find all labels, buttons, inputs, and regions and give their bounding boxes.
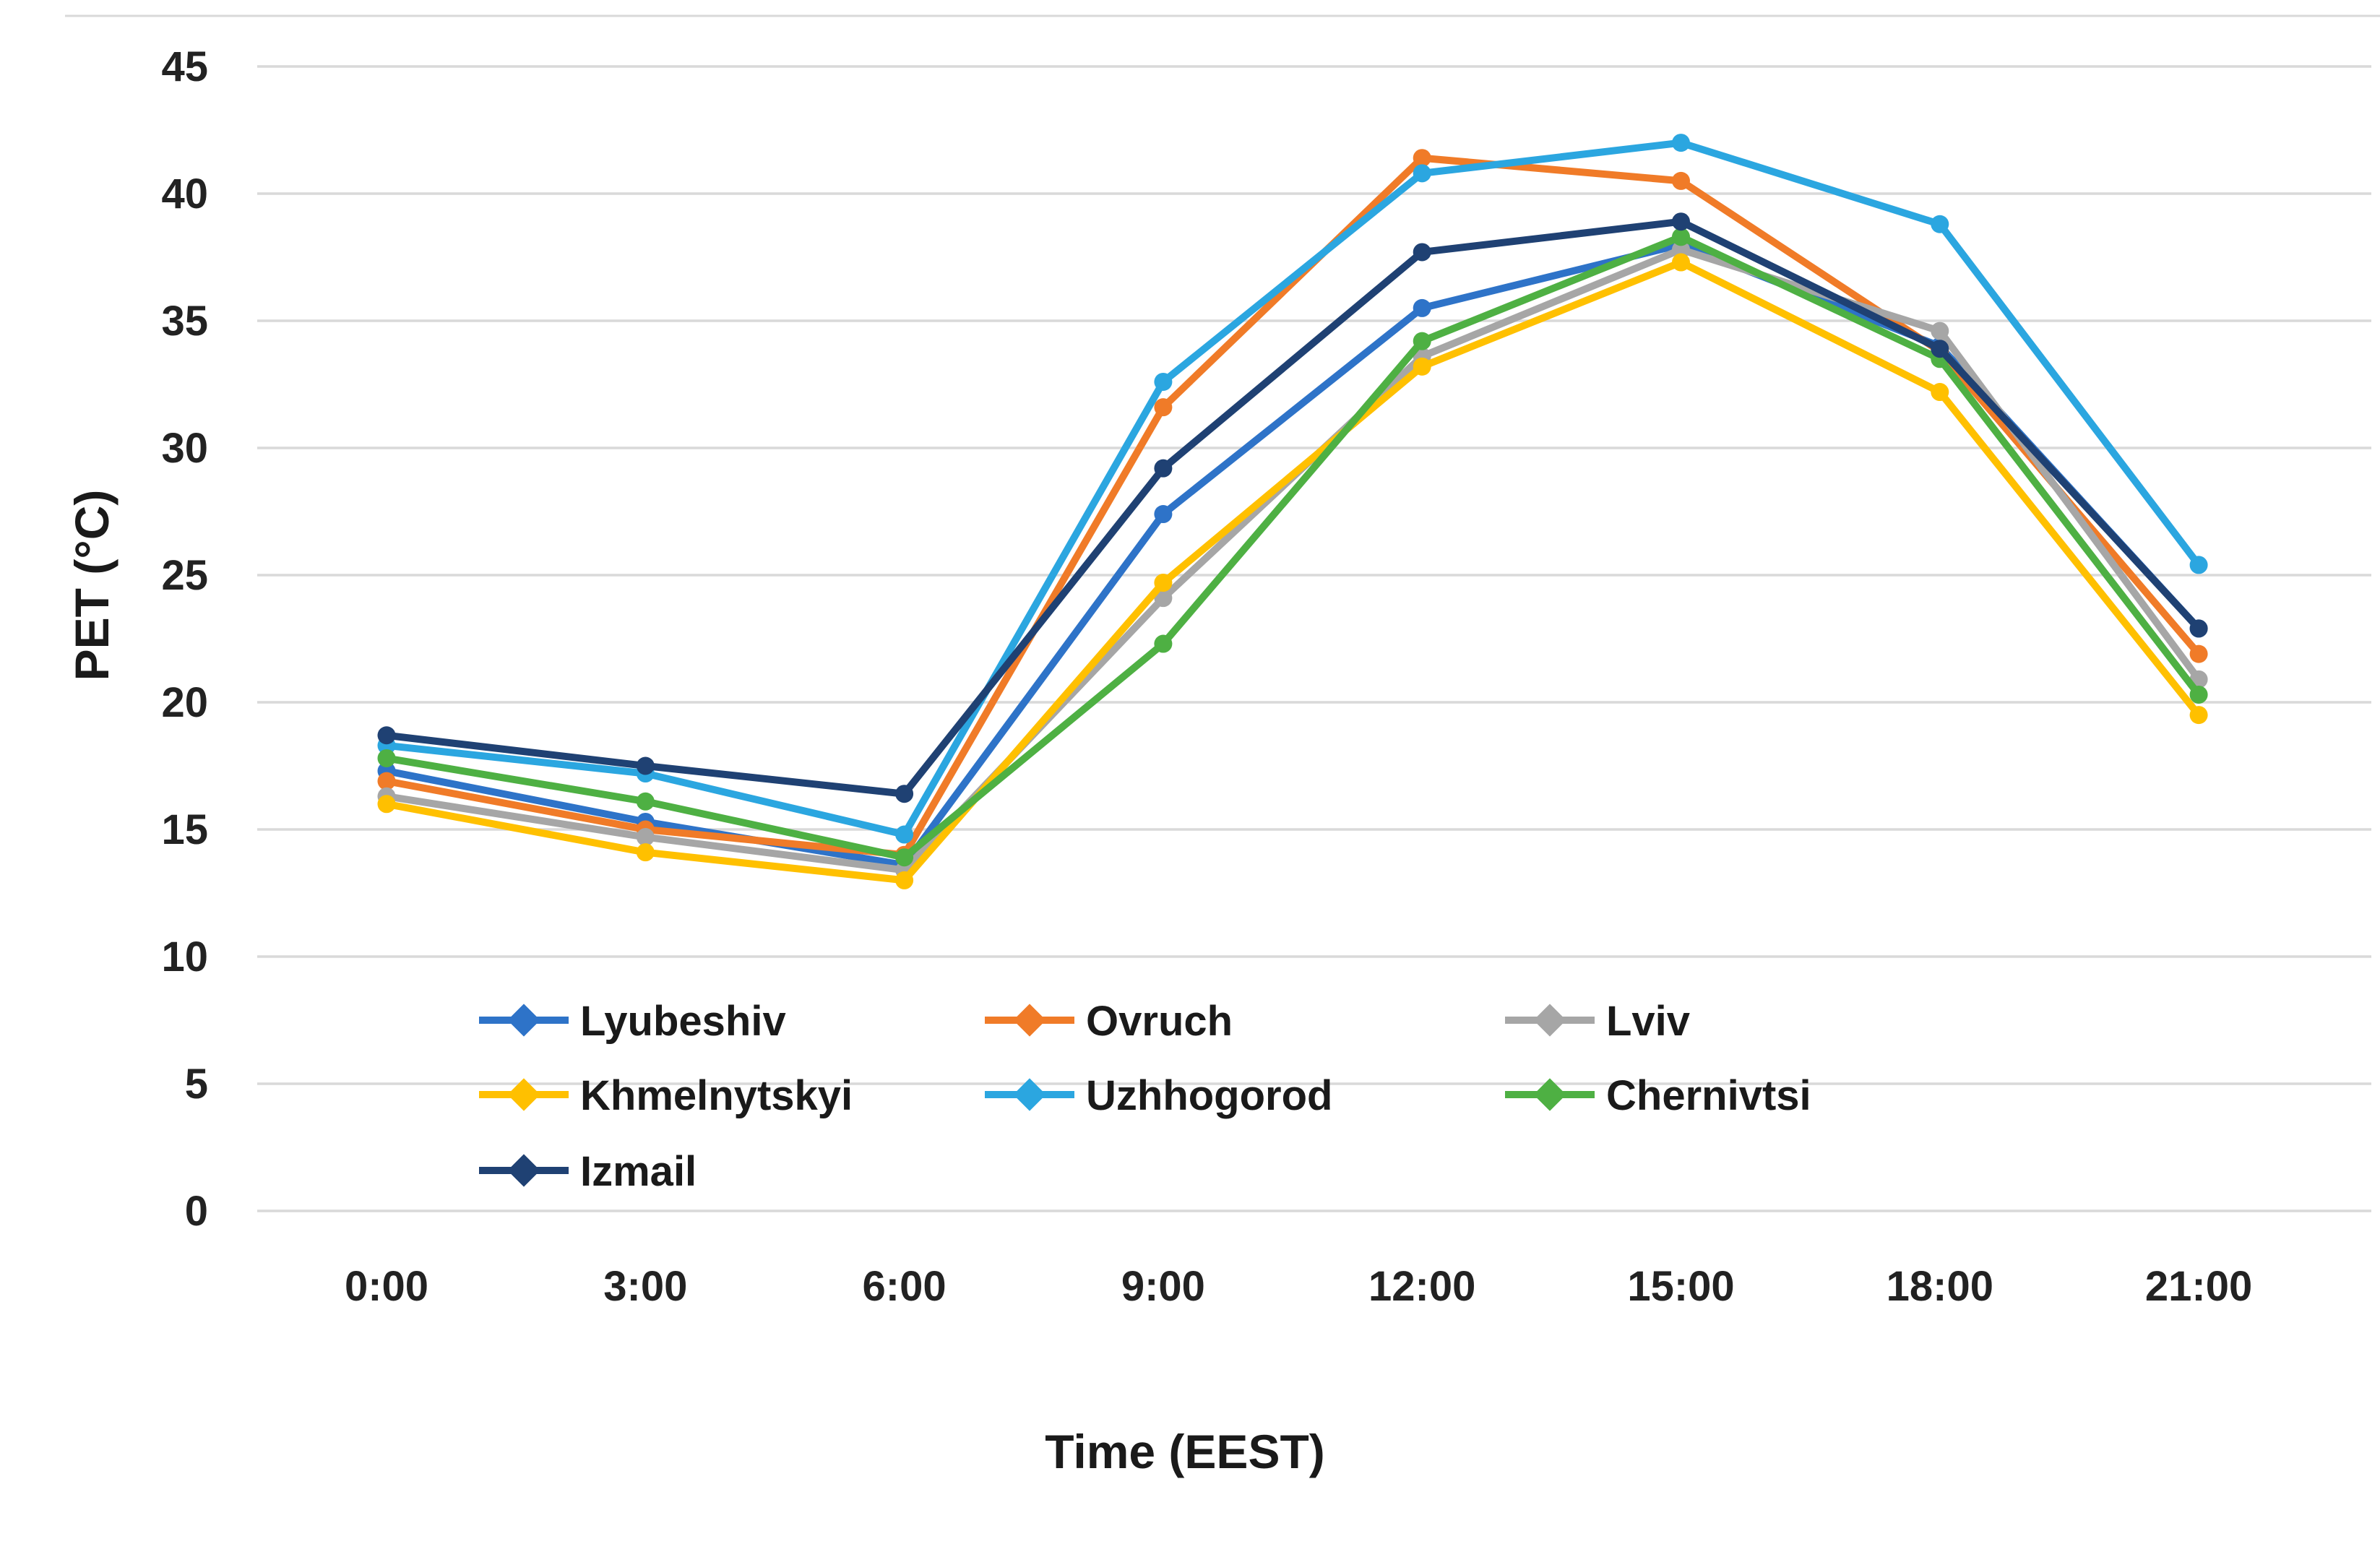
x-tick-0:00: 0:00 xyxy=(345,1263,428,1310)
marker-izmail-18:00 xyxy=(1931,340,1949,358)
series-lines xyxy=(377,134,2208,889)
legend-marker-uzhhogorod xyxy=(1013,1078,1046,1111)
marker-uzhhogorod-21:00 xyxy=(2189,556,2208,574)
marker-ovruch-15:00 xyxy=(1672,171,1690,190)
marker-izmail-9:00 xyxy=(1154,459,1173,478)
x-tick-3:00: 3:00 xyxy=(603,1263,687,1310)
y-tick-labels: 0 5 10 15 20 25 30 35 40 45 xyxy=(161,43,208,1235)
marker-ovruch-21:00 xyxy=(2189,644,2208,663)
legend-label-khmelnytskyi: Khmelnytskyi xyxy=(580,1072,853,1119)
legend-item-lyubeshiv: Lyubeshiv xyxy=(479,998,786,1045)
marker-izmail-3:00 xyxy=(636,756,655,775)
chart-legend: Lyubeshiv Ovruch Lviv Khmelnytskyi Uzhhogoro… xyxy=(479,998,1811,1195)
y-tick-15: 15 xyxy=(161,806,208,853)
legend-item-lviv: Lviv xyxy=(1505,998,1690,1045)
legend-label-izmail: Izmail xyxy=(580,1148,697,1195)
marker-izmail-12:00 xyxy=(1413,243,1431,262)
marker-izmail-21:00 xyxy=(2189,619,2208,638)
legend-item-chernivtsi: Chernivtsi xyxy=(1505,1072,1811,1119)
legend-item-izmail: Izmail xyxy=(479,1148,697,1195)
legend-label-chernivtsi: Chernivtsi xyxy=(1606,1072,1811,1119)
marker-khmelnytskyi-15:00 xyxy=(1672,253,1690,272)
marker-izmail-15:00 xyxy=(1672,212,1690,231)
marker-ovruch-12:00 xyxy=(1413,149,1431,168)
marker-chernivtsi-9:00 xyxy=(1154,634,1173,653)
marker-ovruch-9:00 xyxy=(1154,398,1173,417)
marker-chernivtsi-21:00 xyxy=(2189,685,2208,704)
y-tick-35: 35 xyxy=(161,298,208,345)
marker-uzhhogorod-6:00 xyxy=(895,825,914,844)
y-axis-title: PET (°C) xyxy=(65,490,118,681)
x-axis-title: Time (EEST) xyxy=(1045,1425,1325,1478)
marker-uzhhogorod-18:00 xyxy=(1931,215,1949,233)
y-tick-40: 40 xyxy=(161,171,208,217)
marker-lyubeshiv-9:00 xyxy=(1154,505,1173,524)
series-line-khmelnytskyi xyxy=(383,259,2203,884)
x-tick-labels: 0:00 3:00 6:00 9:00 12:00 15:00 18:00 21:00 xyxy=(345,1263,2252,1310)
y-tick-30: 30 xyxy=(161,425,208,472)
legend-label-uzhhogorod: Uzhhogorod xyxy=(1086,1072,1332,1119)
legend-label-ovruch: Ovruch xyxy=(1086,998,1233,1045)
marker-uzhhogorod-15:00 xyxy=(1672,134,1690,152)
series-chernivtsi xyxy=(377,228,2208,867)
marker-lviv-9:00 xyxy=(1154,589,1173,608)
x-tick-9:00: 9:00 xyxy=(1121,1263,1205,1310)
series-ovruch xyxy=(377,149,2208,864)
gridlines xyxy=(65,14,2380,1212)
series-lviv xyxy=(377,240,2208,879)
marker-khmelnytskyi-12:00 xyxy=(1413,357,1431,376)
marker-khmelnytskyi-3:00 xyxy=(636,843,655,862)
marker-lviv-3:00 xyxy=(636,828,655,847)
marker-uzhhogorod-12:00 xyxy=(1413,164,1431,183)
marker-khmelnytskyi-18:00 xyxy=(1931,383,1949,402)
x-tick-12:00: 12:00 xyxy=(1368,1263,1475,1310)
series-line-ovruch xyxy=(383,154,2203,859)
legend-label-lviv: Lviv xyxy=(1606,998,1690,1045)
marker-khmelnytskyi-0:00 xyxy=(377,795,396,814)
marker-izmail-0:00 xyxy=(377,726,396,745)
marker-chernivtsi-3:00 xyxy=(636,792,655,811)
x-tick-6:00: 6:00 xyxy=(863,1263,947,1310)
x-tick-18:00: 18:00 xyxy=(1887,1263,1993,1310)
x-tick-15:00: 15:00 xyxy=(1627,1263,1734,1310)
y-tick-0: 0 xyxy=(185,1188,208,1235)
legend-marker-khmelnytskyi xyxy=(507,1078,540,1111)
series-khmelnytskyi xyxy=(377,253,2208,889)
series-line-uzhhogorod xyxy=(383,139,2203,839)
marker-lyubeshiv-12:00 xyxy=(1413,298,1431,317)
marker-uzhhogorod-9:00 xyxy=(1154,372,1173,391)
y-tick-5: 5 xyxy=(185,1061,208,1108)
marker-ovruch-0:00 xyxy=(377,772,396,790)
marker-chernivtsi-0:00 xyxy=(377,749,396,767)
y-tick-20: 20 xyxy=(161,679,208,726)
series-line-izmail xyxy=(383,217,2203,798)
legend-marker-lviv xyxy=(1533,1004,1566,1037)
marker-chernivtsi-15:00 xyxy=(1672,228,1690,246)
y-tick-45: 45 xyxy=(161,43,208,90)
marker-chernivtsi-12:00 xyxy=(1413,332,1431,350)
series-line-lyubeshiv xyxy=(383,241,2203,869)
series-line-chernivtsi xyxy=(383,233,2203,861)
x-tick-21:00: 21:00 xyxy=(2145,1263,2252,1310)
marker-khmelnytskyi-9:00 xyxy=(1154,574,1173,592)
y-tick-25: 25 xyxy=(161,552,208,599)
legend-label-lyubeshiv: Lyubeshiv xyxy=(580,998,786,1045)
legend-marker-lyubeshiv xyxy=(507,1004,540,1037)
legend-marker-chernivtsi xyxy=(1533,1078,1566,1111)
marker-lviv-15:00 xyxy=(1672,240,1690,259)
marker-izmail-6:00 xyxy=(895,785,914,803)
y-tick-10: 10 xyxy=(161,933,208,980)
series-izmail xyxy=(377,212,2208,803)
marker-chernivtsi-6:00 xyxy=(895,848,914,867)
legend-marker-izmail xyxy=(507,1154,540,1187)
marker-khmelnytskyi-6:00 xyxy=(895,871,914,889)
legend-marker-ovruch xyxy=(1013,1004,1046,1037)
marker-lviv-18:00 xyxy=(1931,322,1949,340)
legend-item-ovruch: Ovruch xyxy=(985,998,1233,1045)
marker-khmelnytskyi-21:00 xyxy=(2189,706,2208,725)
legend-item-uzhhogorod: Uzhhogorod xyxy=(985,1072,1332,1119)
legend-item-khmelnytskyi: Khmelnytskyi xyxy=(479,1072,853,1119)
